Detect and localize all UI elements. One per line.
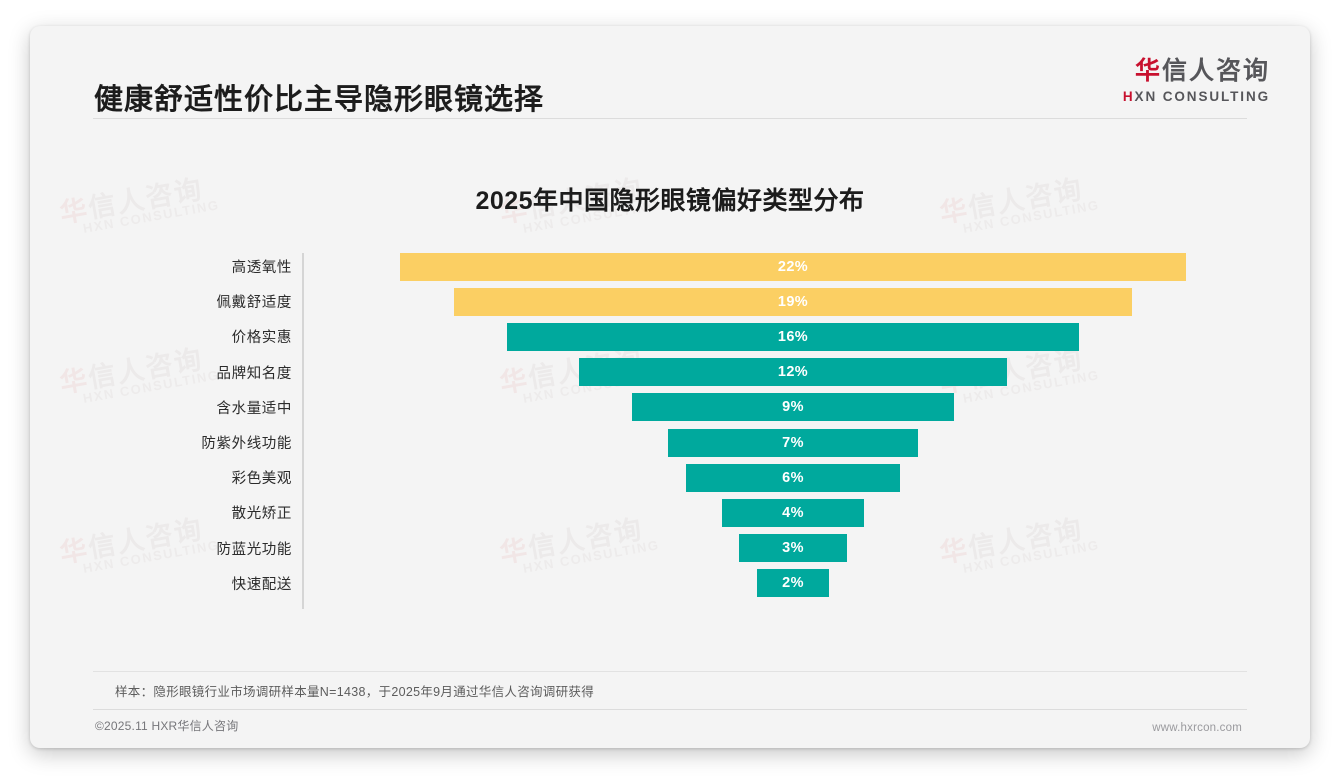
page-title: 健康舒适性价比主导隐形眼镜选择	[94, 84, 545, 116]
bar-segment[interactable]: 6%	[685, 463, 901, 492]
bar-segment[interactable]: 16%	[507, 322, 1079, 351]
bar-category-label: 散光矫正	[231, 506, 292, 523]
source-divider	[93, 671, 1247, 672]
bar-track: 3%	[304, 534, 1282, 563]
bar-row[interactable]: 价格实惠 16%	[30, 319, 1310, 354]
bar-value-label: 9%	[782, 399, 804, 416]
funnel-bar-chart: 高透氧性 22% 佩戴舒适度 19% 价格实惠 16% 品牌知名度 12% 含水量适中 9% 防紫外…	[30, 249, 1310, 619]
bar-category-label: 佩戴舒适度	[216, 295, 292, 312]
bar-value-label: 2%	[782, 575, 804, 592]
bar-segment[interactable]: 2%	[757, 569, 829, 598]
bar-track: 12%	[304, 358, 1282, 387]
logo-chinese-rest: 信人咨询	[1161, 57, 1270, 85]
footer-divider	[93, 709, 1247, 710]
bar-segment[interactable]: 12%	[578, 358, 1008, 387]
bar-category-label: 高透氧性	[231, 260, 292, 277]
bar-track: 22%	[304, 252, 1282, 281]
logo-english-text: HXN CONSULTING	[1123, 89, 1270, 104]
bar-row[interactable]: 散光矫正 4%	[30, 495, 1310, 530]
logo-chinese-text: 华信人咨询	[1123, 57, 1270, 86]
bar-category-label: 价格实惠	[231, 330, 292, 347]
bar-category-label: 防紫外线功能	[201, 436, 292, 453]
bar-segment[interactable]: 19%	[453, 287, 1133, 316]
bar-row[interactable]: 彩色美观 6%	[30, 460, 1310, 495]
bar-segment[interactable]: 22%	[400, 252, 1186, 281]
bar-segment[interactable]: 4%	[721, 498, 865, 527]
bar-track: 6%	[304, 463, 1282, 492]
bar-value-label: 3%	[782, 540, 804, 557]
logo-chinese-red-char: 华	[1134, 57, 1162, 85]
company-logo: 华信人咨询 HXN CONSULTING	[1123, 57, 1270, 104]
bar-value-label: 7%	[782, 434, 804, 451]
bar-row[interactable]: 品牌知名度 12%	[30, 355, 1310, 390]
bar-category-label: 防蓝光功能	[216, 541, 292, 558]
bar-row[interactable]: 佩戴舒适度 19%	[30, 284, 1310, 319]
bar-category-label: 品牌知名度	[216, 365, 292, 382]
bar-track: 2%	[304, 569, 1282, 598]
bar-value-label: 19%	[777, 293, 809, 310]
bar-value-label: 4%	[782, 504, 804, 521]
bar-value-label: 22%	[777, 258, 809, 275]
chart-area: 2025年中国隐形眼镜偏好类型分布 高透氧性 22% 佩戴舒适度 19% 价格实惠 16%…	[30, 146, 1310, 666]
bar-row[interactable]: 快速配送 2%	[30, 566, 1310, 601]
category-axis-line	[302, 253, 304, 609]
website-link[interactable]: www.hxrcon.com	[1152, 722, 1242, 734]
bar-track: 19%	[304, 287, 1282, 316]
bar-row[interactable]: 高透氧性 22%	[30, 249, 1310, 284]
bar-segment[interactable]: 3%	[739, 534, 847, 563]
bar-rows-container: 高透氧性 22% 佩戴舒适度 19% 价格实惠 16% 品牌知名度 12% 含水量适中 9% 防紫外…	[30, 249, 1310, 601]
source-note: 样本：隐形眼镜行业市场调研样本量N=1438，于2025年9月通过华信人咨询调研…	[115, 685, 594, 699]
bar-track: 9%	[304, 393, 1282, 422]
bar-value-label: 16%	[777, 328, 809, 345]
bar-track: 7%	[304, 428, 1282, 457]
logo-english-rest: XN CONSULTING	[1134, 88, 1270, 104]
bar-segment[interactable]: 7%	[667, 428, 919, 457]
bar-segment[interactable]: 9%	[632, 393, 954, 422]
bar-category-label: 含水量适中	[216, 400, 292, 417]
bar-track: 16%	[304, 322, 1282, 351]
bar-category-label: 彩色美观	[231, 471, 292, 488]
bar-category-label: 快速配送	[231, 576, 292, 593]
bar-row[interactable]: 防紫外线功能 7%	[30, 425, 1310, 460]
chart-title: 2025年中国隐形眼镜偏好类型分布	[475, 187, 865, 215]
bar-value-label: 12%	[777, 364, 809, 381]
bar-row[interactable]: 含水量适中 9%	[30, 390, 1310, 425]
slide-canvas: 华信人咨询 HXN CONSULTING 华信人咨询 HXN CONSULTING 华信…	[30, 26, 1310, 748]
bar-track: 4%	[304, 498, 1282, 527]
bar-value-label: 6%	[782, 469, 804, 486]
bar-row[interactable]: 防蓝光功能 3%	[30, 531, 1310, 566]
slide-header: 健康舒适性价比主导隐形眼镜选择 华信人咨询 HXN CONSULTING	[30, 26, 1310, 146]
header-divider	[93, 118, 1247, 119]
logo-english-red-char: H	[1122, 88, 1135, 104]
copyright-text: ©2025.11 HXR华信人咨询	[95, 719, 239, 733]
